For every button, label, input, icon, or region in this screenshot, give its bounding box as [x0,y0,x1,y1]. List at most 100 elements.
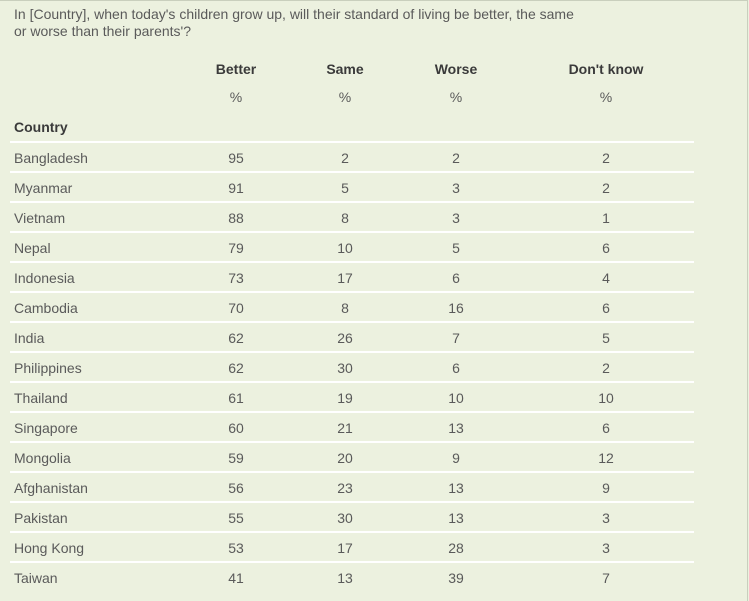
cell-country: Philippines [14,360,82,376]
cell-dont-know: 1 [602,210,610,226]
column-unit-worse: % [449,89,463,105]
column-unit-better: % [229,89,243,105]
column-header-same: Same [326,61,364,77]
row-divider [10,531,694,533]
cell-same: 10 [337,240,353,256]
cell-country: Myanmar [14,180,73,196]
cell-worse: 7 [452,330,460,346]
cell-dont-know: 10 [598,390,614,406]
table-row: Bangladesh 95 2 2 2 [0,143,749,173]
cell-better: 56 [228,480,244,496]
cell-country: Thailand [14,390,68,406]
cell-same: 5 [341,180,349,196]
cell-worse: 6 [452,270,460,286]
cell-better: 53 [228,540,244,556]
cell-dont-know: 5 [602,330,610,346]
cell-same: 13 [337,570,353,586]
cell-dont-know: 3 [602,510,610,526]
row-divider [10,351,694,353]
cell-better: 88 [228,210,244,226]
cell-worse: 10 [448,390,464,406]
cell-same: 30 [337,510,353,526]
cell-dont-know: 2 [602,150,610,166]
column-header-worse: Worse [434,61,478,77]
cell-worse: 13 [448,510,464,526]
column-header-dont-know: Don't know [568,61,644,77]
cell-same: 17 [337,540,353,556]
cell-country: India [14,330,45,346]
cell-country: Pakistan [14,510,68,526]
cell-worse: 28 [448,540,464,556]
cell-same: 8 [341,300,349,316]
cell-worse: 3 [452,210,460,226]
column-header-better: Better [215,61,257,77]
row-divider [10,141,694,143]
cell-better: 95 [228,150,244,166]
cell-same: 2 [341,150,349,166]
cell-worse: 13 [448,420,464,436]
column-unit-same: % [338,89,352,105]
cell-better: 60 [228,420,244,436]
cell-better: 55 [228,510,244,526]
row-divider [10,411,694,413]
cell-country: Taiwan [14,570,58,586]
cell-country: Indonesia [14,270,75,286]
row-divider [10,441,694,443]
row-divider [10,171,694,173]
cell-worse: 13 [448,480,464,496]
survey-question: In [Country], when today's children grow… [14,6,574,39]
cell-dont-know: 2 [602,180,610,196]
cell-better: 62 [228,330,244,346]
cell-dont-know: 6 [602,420,610,436]
row-divider [10,261,694,263]
table-row: Afghanistan 56 23 13 9 [0,473,749,503]
cell-worse: 3 [452,180,460,196]
cell-better: 91 [228,180,244,196]
cell-same: 8 [341,210,349,226]
row-divider [10,321,694,323]
cell-country: Afghanistan [14,480,88,496]
row-divider [10,561,694,563]
table-row: Nepal 79 10 5 6 [0,233,749,263]
cell-better: 70 [228,300,244,316]
cell-dont-know: 7 [602,570,610,586]
table-row: Cambodia 70 8 16 6 [0,293,749,323]
cell-dont-know: 4 [602,270,610,286]
cell-dont-know: 12 [598,450,614,466]
table-row: Myanmar 91 5 3 2 [0,173,749,203]
table-row: Taiwan 41 13 39 7 [0,563,749,593]
cell-worse: 39 [448,570,464,586]
cell-worse: 2 [452,150,460,166]
table-row: Philippines 62 30 6 2 [0,353,749,383]
column-unit-dont-know: % [599,89,613,105]
cell-same: 30 [337,360,353,376]
cell-dont-know: 3 [602,540,610,556]
cell-same: 21 [337,420,353,436]
cell-worse: 16 [448,300,464,316]
cell-same: 26 [337,330,353,346]
row-divider [10,381,694,383]
cell-worse: 5 [452,240,460,256]
cell-worse: 9 [452,450,460,466]
cell-same: 17 [337,270,353,286]
row-divider [10,501,694,503]
cell-same: 23 [337,480,353,496]
row-header-country: Country [14,119,68,135]
cell-country: Bangladesh [14,150,88,166]
table-row: Singapore 60 21 13 6 [0,413,749,443]
cell-dont-know: 6 [602,300,610,316]
cell-better: 62 [228,360,244,376]
cell-better: 79 [228,240,244,256]
cell-country: Singapore [14,420,78,436]
table-row: Mongolia 59 20 9 12 [0,443,749,473]
cell-country: Hong Kong [14,540,85,556]
table-row: Vietnam 88 8 3 1 [0,203,749,233]
cell-better: 73 [228,270,244,286]
cell-dont-know: 2 [602,360,610,376]
cell-worse: 6 [452,360,460,376]
cell-country: Mongolia [14,450,71,466]
table-row: Thailand 61 19 10 10 [0,383,749,413]
table-row: India 62 26 7 5 [0,323,749,353]
cell-country: Nepal [14,240,51,256]
